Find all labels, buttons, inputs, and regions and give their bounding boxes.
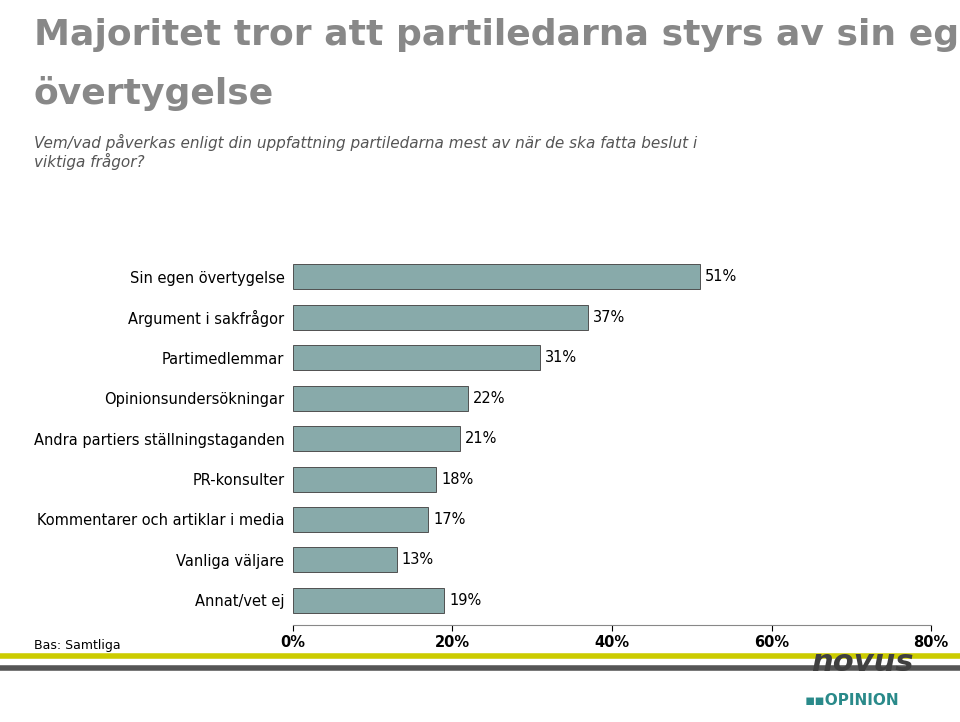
Text: 13%: 13% [401, 552, 434, 567]
Text: 51%: 51% [705, 269, 737, 284]
Bar [293, 507, 428, 532]
Bar [293, 305, 588, 330]
Bar [293, 426, 461, 451]
Text: Vem/vad påverkas enligt din uppfattning partiledarna mest av när de ska fatta be: Vem/vad påverkas enligt din uppfattning … [34, 134, 697, 170]
Text: 21%: 21% [466, 431, 497, 446]
Text: 37%: 37% [593, 310, 625, 325]
Text: 18%: 18% [442, 471, 473, 487]
Text: Bas: Samtliga: Bas: Samtliga [34, 639, 120, 652]
Bar [293, 345, 540, 370]
Bar [293, 466, 437, 492]
Text: Majoritet tror att partiledarna styrs av sin egen: Majoritet tror att partiledarna styrs av… [34, 18, 960, 52]
Bar [293, 264, 700, 290]
Bar [293, 547, 396, 573]
Bar [293, 386, 468, 411]
Text: 31%: 31% [545, 350, 577, 365]
Text: ▪▪OPINION: ▪▪OPINION [804, 692, 900, 708]
Text: novus: novus [811, 648, 914, 677]
Text: 17%: 17% [433, 512, 466, 527]
Bar [293, 588, 444, 613]
Text: 22%: 22% [473, 391, 506, 406]
Text: övertygelse: övertygelse [34, 76, 274, 110]
Text: 19%: 19% [449, 593, 482, 608]
